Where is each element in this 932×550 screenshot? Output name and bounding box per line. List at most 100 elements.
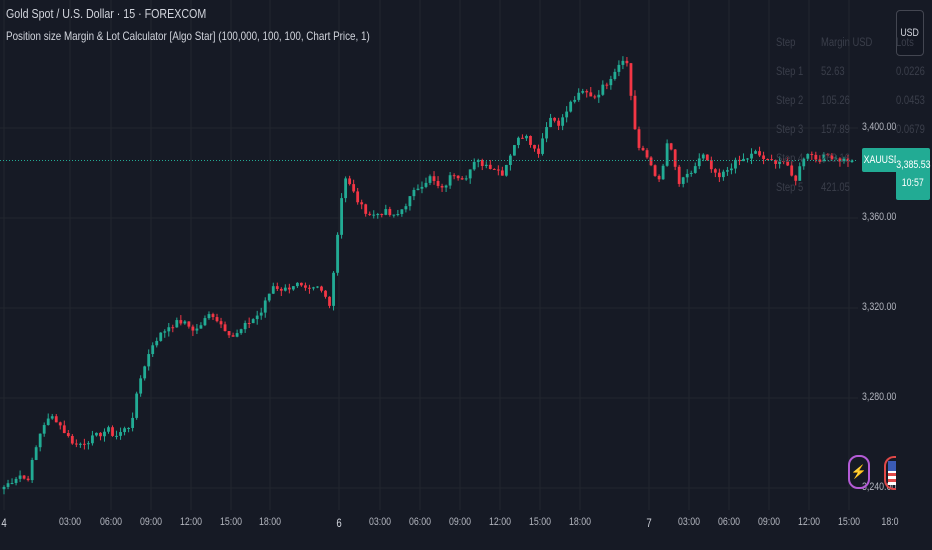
current-price-label: 3,385.53: [895, 159, 931, 171]
chart-area[interactable]: [0, 0, 858, 510]
candle-body: [380, 214, 384, 216]
candle-body: [629, 63, 633, 96]
candle-body: [159, 332, 163, 341]
candle: [127, 427, 131, 433]
candle-body: [199, 325, 203, 329]
candle-body: [625, 60, 629, 64]
candle: [609, 75, 613, 90]
candle: [750, 148, 753, 165]
price-axis-label: 3,280.00: [862, 391, 897, 403]
candle-body: [376, 214, 380, 216]
table-row: Step 3 157.89 0.0679: [770, 115, 932, 144]
candle-body: [275, 286, 279, 289]
candle-body: [689, 172, 693, 174]
candle: [529, 135, 532, 148]
candle-body: [685, 173, 689, 178]
candle: [119, 427, 122, 440]
candle-body: [336, 234, 339, 273]
candle-body: [115, 435, 118, 437]
candle: [175, 317, 179, 328]
candle: [476, 158, 480, 168]
candle: [312, 286, 315, 291]
candle-body: [155, 340, 159, 346]
table-cell-value: Step 4: [776, 152, 804, 165]
candle-body: [428, 176, 432, 183]
candle-body: [267, 293, 271, 301]
candle-body: [794, 175, 798, 181]
candle: [412, 187, 416, 201]
candle-body: [605, 84, 609, 86]
candle: [846, 155, 850, 167]
time-axis-label: 03:00: [368, 516, 392, 528]
candle: [830, 153, 834, 161]
candle-body: [139, 378, 143, 394]
candle: [131, 412, 135, 432]
candle: [151, 342, 155, 358]
lightning-icon[interactable]: ⚡: [848, 455, 870, 489]
candle-body: [107, 427, 110, 432]
candle-body: [50, 416, 54, 419]
candle: [267, 293, 271, 303]
candle-body: [721, 171, 725, 178]
candle-body: [22, 475, 26, 479]
candle: [167, 322, 171, 337]
indicator-title[interactable]: Position size Margin & Lot Calculator [A…: [6, 29, 370, 43]
candle-body: [517, 137, 520, 146]
candle-body: [762, 155, 765, 160]
price-axis[interactable]: 3,400.00 3,360.00 3,320.00 3,280.00 3,240.00: [858, 0, 932, 510]
table-cell-value: 421.05: [821, 181, 851, 194]
currency-button[interactable]: USD: [896, 10, 924, 56]
candle-body: [456, 175, 460, 179]
table-cell-value: Step 2: [776, 94, 804, 107]
candle: [384, 204, 388, 216]
candle-body: [468, 169, 472, 179]
candle-body: [472, 161, 476, 170]
candle: [657, 174, 661, 183]
candle-body: [320, 286, 323, 291]
candle: [356, 187, 360, 205]
candle: [376, 212, 380, 219]
candle-body: [561, 117, 565, 126]
symbol-title[interactable]: Gold Spot / U.S. Dollar · 15 · FOREXCOM: [6, 6, 207, 21]
candle: [713, 168, 717, 178]
candle: [235, 329, 239, 338]
candle: [99, 432, 102, 441]
candle: [155, 337, 159, 348]
candle: [496, 165, 500, 176]
candle-body: [279, 288, 283, 291]
candle-body: [657, 175, 661, 180]
candle: [468, 169, 472, 184]
candle: [408, 196, 412, 211]
candle: [521, 134, 524, 139]
candlestick-chart[interactable]: [0, 0, 858, 510]
candle: [251, 318, 255, 324]
candle: [352, 179, 356, 193]
candle-body: [18, 475, 22, 479]
candle: [537, 144, 540, 158]
candle-body: [810, 153, 814, 155]
candle: [143, 365, 147, 381]
candle: [428, 174, 432, 186]
candle-body: [521, 137, 524, 139]
time-axis-date-label: 6: [336, 516, 342, 530]
table-header-row: Step Margin USD Lots: [770, 28, 932, 57]
candle: [54, 414, 58, 423]
table-header-margin: Margin USD: [815, 28, 890, 57]
candle: [211, 312, 215, 320]
candle: [159, 332, 163, 342]
candle-body: [183, 321, 187, 324]
candle: [22, 475, 26, 480]
candle-body: [239, 329, 243, 334]
us-flag-icon[interactable]: [884, 456, 896, 490]
candle: [850, 159, 854, 163]
candle-body: [412, 189, 416, 197]
time-axis[interactable]: 4 03:00 06:00 09:00 12:00 15:00 18:00 6 03:00 06:…: [0, 510, 932, 550]
candle-body: [754, 151, 757, 154]
candle: [484, 161, 488, 169]
candle: [641, 145, 645, 152]
candle: [111, 425, 114, 437]
candle: [231, 332, 235, 337]
candle-body: [553, 117, 557, 121]
candle-body: [444, 185, 448, 188]
candle: [661, 163, 665, 180]
